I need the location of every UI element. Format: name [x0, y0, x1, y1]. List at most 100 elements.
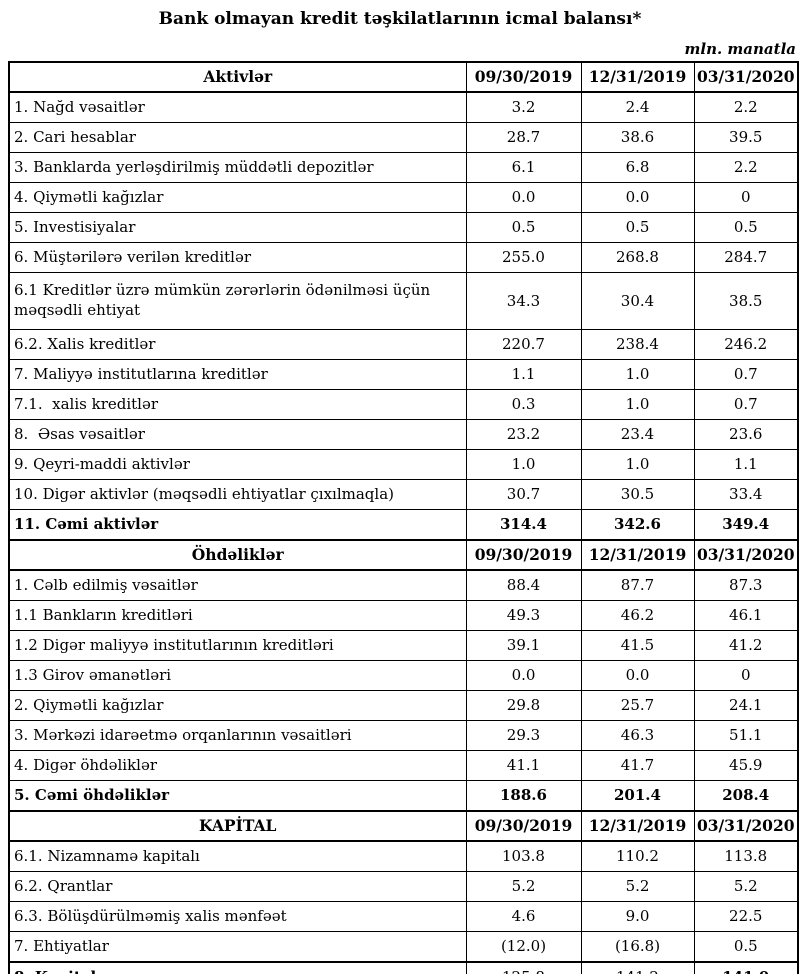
table-row: 6.1 Kreditlər üzrə mümkün zərərlərin ödə… [8, 271, 799, 330]
value-cell: 110.2 [580, 840, 695, 872]
value-cell: 5.2 [465, 870, 582, 902]
table-row: 6.2. Xalis kreditlər 220.7 238.4 246.2 [8, 328, 799, 360]
section-1: Öhdəliklər 09/30/2019 12/31/2019 03/31/2020… [8, 538, 799, 812]
value-cell: 5.2 [580, 870, 695, 902]
table-row: 1. Nağd vəsaitlər 3.2 2.4 2.2 [8, 91, 799, 123]
value-cell: 23.4 [580, 418, 695, 450]
value-cell: 28.7 [465, 121, 582, 153]
value-cell: 0.7 [693, 358, 799, 390]
value-cell: 188.6 [465, 779, 582, 812]
table-row: 6.3. Bölüşdürülməmiş xalis mənfəət 4.6 9.0… [8, 900, 799, 932]
table-row: 5. Cəmi öhdəliklər 188.6 201.4 208.4 [8, 779, 799, 812]
section-header-row: KAPİTAL 09/30/2019 12/31/2019 03/31/2020 [8, 809, 799, 842]
table-row: 2. Cari hesablar 28.7 38.6 39.5 [8, 121, 799, 153]
value-cell: 49.3 [465, 599, 582, 631]
value-cell: 41.7 [580, 749, 695, 781]
value-cell: 38.6 [580, 121, 695, 153]
value-cell: 141.2 [580, 960, 695, 974]
value-cell: 349.4 [693, 508, 799, 541]
unit-note: mln. manatla [684, 40, 796, 59]
value-cell: 141.0 [693, 960, 799, 974]
row-label-cell: 7. Maliyyə institutlarına kreditlər [8, 358, 467, 390]
value-cell: 30.5 [580, 478, 695, 510]
value-cell: 29.8 [465, 689, 582, 721]
value-cell: 0.0 [465, 659, 582, 691]
value-cell: 0.0 [580, 181, 695, 213]
column-header-cell: 09/30/2019 [465, 538, 582, 571]
table-row: 7. Ehtiyatlar (12.0) (16.8) 0.5 [8, 930, 799, 963]
row-label-cell: 6.1 Kreditlər üzrə mümkün zərərlərin ödə… [8, 271, 467, 330]
row-label-cell: 6.2. Qrantlar [8, 870, 467, 902]
table-row: 7.1. xalis kreditlər 0.3 1.0 0.7 [8, 388, 799, 420]
table-row: 4. Digər öhdəliklər 41.1 41.7 45.9 [8, 749, 799, 781]
table-row: 7. Maliyyə institutlarına kreditlər 1.1 1.… [8, 358, 799, 390]
value-cell: 45.9 [693, 749, 799, 781]
table-row: 3. Mərkəzi idarəetmə orqanlarının vəsait… [8, 719, 799, 751]
column-header-cell: 03/31/2020 [693, 60, 799, 93]
value-cell: 30.7 [465, 478, 582, 510]
column-header-cell: 12/31/2019 [580, 60, 695, 93]
value-cell: 24.1 [693, 689, 799, 721]
row-label-cell: 6.2. Xalis kreditlər [8, 328, 467, 360]
value-cell: 6.1 [465, 151, 582, 183]
row-label-cell: 9. Qeyri-maddi aktivlər [8, 448, 467, 480]
value-cell: 125.8 [465, 960, 582, 974]
row-label-cell: 6.1. Nizamnamə kapitalı [8, 840, 467, 872]
row-label-cell: 2. Cari hesablar [8, 121, 467, 153]
value-cell: 255.0 [465, 241, 582, 273]
row-label-cell: 5. Investisiyalar [8, 211, 467, 243]
value-cell: 38.5 [693, 271, 799, 330]
table-row: 4. Qiymətli kağızlar 0.0 0.0 0 [8, 181, 799, 213]
column-header-cell: 03/31/2020 [693, 538, 799, 571]
row-label-cell: 11. Cəmi aktivlər [8, 508, 467, 541]
value-cell: 87.7 [580, 569, 695, 601]
value-cell: 22.5 [693, 900, 799, 932]
value-cell: 30.4 [580, 271, 695, 330]
table-row: 8. Kapital125.8141.2141.0 [8, 960, 799, 974]
value-cell: 1.1 [465, 358, 582, 390]
value-cell: 88.4 [465, 569, 582, 601]
value-cell: 23.6 [693, 418, 799, 450]
value-cell: 1.0 [580, 448, 695, 480]
section-2: KAPİTAL 09/30/2019 12/31/2019 03/31/2020 6.1… [8, 809, 799, 974]
value-cell: (12.0) [465, 930, 582, 963]
value-cell: 284.7 [693, 241, 799, 273]
row-label-cell: 1.1 Bankların kreditləri [8, 599, 467, 631]
column-header-cell: 03/31/2020 [693, 809, 799, 842]
value-cell: (16.8) [580, 930, 695, 963]
row-label-cell: 3. Mərkəzi idarəetmə orqanlarının vəsait… [8, 719, 467, 751]
value-cell: 0.0 [465, 181, 582, 213]
value-cell: 51.1 [693, 719, 799, 751]
value-cell: 46.2 [580, 599, 695, 631]
row-label-cell: 6. Müştərilərə verilən kreditlər [8, 241, 467, 273]
table-row: 1.3 Girov əmanətləri 0.0 0.0 0 [8, 659, 799, 691]
row-label-cell: 8. Əsas vəsaitlər [8, 418, 467, 450]
value-cell: 0 [693, 181, 799, 213]
row-label-cell: 7. Ehtiyatlar [8, 930, 467, 963]
column-header-cell: 09/30/2019 [465, 809, 582, 842]
value-cell: 25.7 [580, 689, 695, 721]
value-cell: 39.5 [693, 121, 799, 153]
value-cell: 6.8 [580, 151, 695, 183]
row-label-cell: 1.2 Digər maliyyə institutlarının kredit… [8, 629, 467, 661]
value-cell: 0.0 [580, 659, 695, 691]
value-cell: 87.3 [693, 569, 799, 601]
column-header-cell: 12/31/2019 [580, 538, 695, 571]
section-title-cell: Aktivlər [8, 60, 467, 93]
value-cell: 39.1 [465, 629, 582, 661]
row-label-cell: 7.1. xalis kreditlər [8, 388, 467, 420]
table-row: 1. Cəlb edilmiş vəsaitlər 88.4 87.7 87.3 [8, 569, 799, 601]
value-cell: 1.1 [693, 448, 799, 480]
table-row: 8. Əsas vəsaitlər 23.2 23.4 23.6 [8, 418, 799, 450]
document-title: Bank olmayan kredit təşkilatlarının icma… [158, 9, 642, 29]
table-row: 2. Qiymətli kağızlar 29.8 25.7 24.1 [8, 689, 799, 721]
value-cell: 0 [693, 659, 799, 691]
row-label-cell: 4. Qiymətli kağızlar [8, 181, 467, 213]
value-cell: 5.2 [693, 870, 799, 902]
section-0: Aktivlər 09/30/2019 12/31/2019 03/31/2020 1.… [8, 60, 799, 541]
value-cell: 1.0 [580, 358, 695, 390]
value-cell: 238.4 [580, 328, 695, 360]
value-cell: 9.0 [580, 900, 695, 932]
value-cell: 208.4 [693, 779, 799, 812]
value-cell: 23.2 [465, 418, 582, 450]
